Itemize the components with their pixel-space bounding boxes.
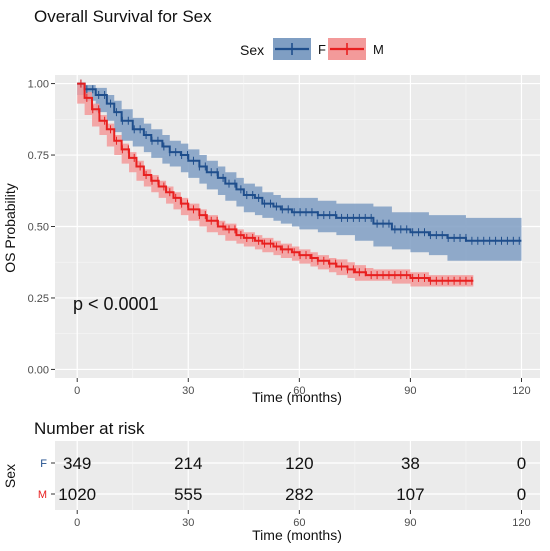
ci-band-f: [77, 83, 522, 261]
y-tick-label: 0.50: [28, 222, 49, 234]
risk-value-m: 107: [396, 485, 424, 504]
risk-x-tick-label: 120: [512, 517, 530, 529]
x-axis-ticks: 0 30 60 90 120: [74, 378, 531, 397]
x-axis-label: Time (months): [252, 389, 342, 405]
legend: Sex F M: [240, 38, 384, 60]
x-tick-label: 0: [74, 385, 80, 397]
risk-table-x-ticks: 0 30 60 90 120: [74, 510, 531, 529]
x-tick-label: 30: [182, 385, 194, 397]
risk-table-grid: [55, 441, 540, 510]
p-value-annotation: p < 0.0001: [73, 294, 159, 314]
risk-value-f: 349: [63, 454, 91, 473]
y-axis-label: OS Probability: [2, 183, 18, 272]
risk-value-m: 0: [517, 485, 526, 504]
y-axis-ticks: 0.00 0.25 0.50 0.75 1.00: [28, 79, 55, 376]
risk-value-m: 555: [174, 485, 202, 504]
risk-row-label-m: M: [38, 489, 47, 501]
survival-line-f: [77, 82, 522, 242]
legend-label-f: F: [318, 42, 326, 57]
risk-value-f: 38: [401, 454, 420, 473]
legend-title: Sex: [240, 42, 264, 58]
risk-table-panel: [55, 441, 540, 510]
legend-key-f: [273, 38, 311, 60]
chart-title: Overall Survival for Sex: [34, 7, 212, 26]
risk-x-tick-label: 90: [404, 517, 416, 529]
risk-value-f: 214: [174, 454, 202, 473]
x-tick-label: 120: [512, 385, 530, 397]
y-tick-label: 1.00: [28, 79, 49, 91]
censor-marks: [80, 79, 520, 285]
y-tick-label: 0.25: [28, 293, 49, 305]
legend-key-m: [328, 38, 366, 60]
risk-value-f: 120: [285, 454, 313, 473]
risk-table-y-label: Sex: [2, 464, 18, 488]
risk-value-m: 282: [285, 485, 313, 504]
x-tick-label: 90: [404, 385, 416, 397]
x-tick-label: 60: [293, 385, 305, 397]
risk-value-f: 0: [517, 454, 526, 473]
risk-row-label-f: F: [40, 458, 47, 470]
risk-value-m: 1020: [58, 485, 96, 504]
risk-table-x-label: Time (months): [252, 527, 342, 543]
risk-x-tick-label: 30: [182, 517, 194, 529]
legend-label-m: M: [373, 42, 384, 57]
risk-x-tick-label: 0: [74, 517, 80, 529]
y-tick-label: 0.75: [28, 150, 49, 162]
risk-table-title: Number at risk: [34, 419, 145, 438]
risk-x-tick-label: 60: [293, 517, 305, 529]
y-tick-label: 0.00: [28, 364, 49, 376]
risk-table-rows: F 349 214 120 38 0 M 1020 555 282 107 0: [38, 454, 526, 504]
